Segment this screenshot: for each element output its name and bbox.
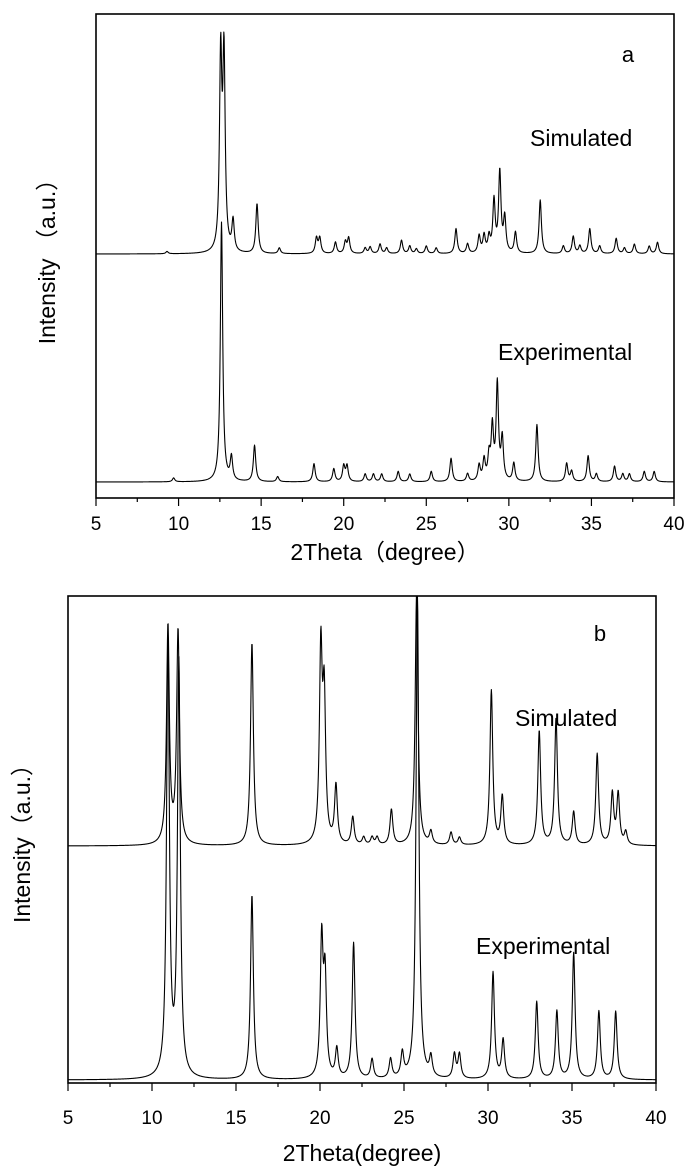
x-tick-label: 15 (225, 1108, 246, 1129)
simulated-label: Simulated (530, 125, 632, 151)
x-tick-label: 20 (333, 514, 354, 535)
panel-label: b (594, 621, 606, 646)
x-tick-label: 20 (309, 1108, 330, 1129)
x-tick-label: 30 (477, 1108, 498, 1129)
experimental-pattern-line (67, 595, 657, 1081)
panel-a: 5 10 15 20 25 30 35 40 2Theta（degree） Intensity （… (34, 13, 685, 565)
x-tick-label: 10 (168, 514, 189, 535)
x-tick-label: 5 (91, 514, 102, 535)
x-tick-label: 25 (393, 1108, 414, 1129)
x-axis-title: 2Theta(degree) (283, 1140, 442, 1166)
x-tick-label: 40 (663, 514, 684, 535)
experimental-label: Experimental (498, 339, 632, 365)
simulated-pattern-line (67, 595, 657, 847)
y-axis-title: Intensity（a.u.） (9, 753, 35, 923)
simulated-label: Simulated (515, 705, 617, 731)
x-tick-label: 35 (581, 514, 602, 535)
y-axis-title: Intensity （a.u.） (34, 168, 60, 344)
plot-frame (95, 13, 675, 499)
simulated-pattern-line (95, 31, 675, 255)
x-tick-label: 30 (498, 514, 519, 535)
panel-b: 5 10 15 20 25 30 35 40 2Theta(degree) Intensity（a… (9, 595, 667, 1166)
x-tick-label: 15 (251, 514, 272, 535)
x-tick-label: 10 (141, 1108, 162, 1129)
panel-label: a (622, 42, 635, 67)
x-tick-label: 25 (416, 514, 437, 535)
x-tick-label: 5 (63, 1108, 74, 1129)
experimental-label: Experimental (476, 933, 610, 959)
x-tick-label: 40 (645, 1108, 666, 1129)
experimental-pattern-line (95, 221, 675, 483)
x-tick-label: 35 (561, 1108, 582, 1129)
x-axis-title: 2Theta（degree） (290, 539, 479, 565)
